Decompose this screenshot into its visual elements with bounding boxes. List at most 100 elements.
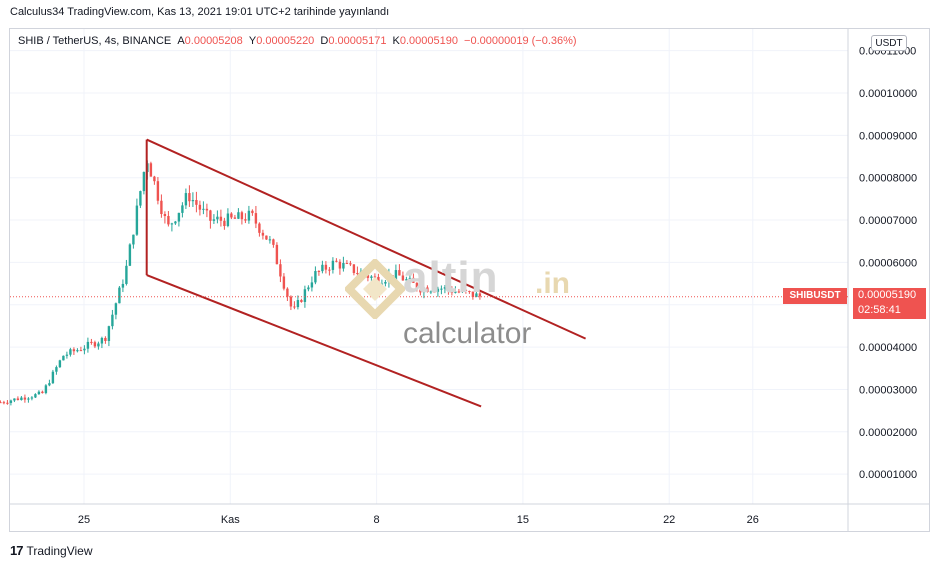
price-tick-label: 0.00003000 <box>859 384 917 396</box>
candle-body <box>373 276 377 278</box>
candle-body <box>212 219 216 221</box>
candle-body <box>268 239 272 241</box>
candle-body <box>398 270 401 276</box>
candle-body <box>265 235 268 240</box>
candle-body <box>461 289 464 292</box>
candle-body <box>44 385 48 394</box>
candle-body <box>104 337 107 341</box>
candle-body <box>16 398 20 401</box>
currency-badge[interactable]: USDT <box>871 35 907 51</box>
candle-body <box>121 283 125 288</box>
candle-body <box>163 214 167 217</box>
candle-body <box>377 276 380 285</box>
low-value: 0.00005171 <box>328 35 387 47</box>
candle-body <box>230 213 233 218</box>
candle-body <box>321 264 324 272</box>
candle-body <box>170 223 174 225</box>
candle-body <box>366 274 370 278</box>
candle-body <box>153 176 156 182</box>
candle-body <box>107 326 111 341</box>
candle-body <box>223 220 226 227</box>
candle-body <box>422 287 426 293</box>
price-tick-label: 0.00006000 <box>859 257 917 269</box>
candle-body <box>415 282 419 290</box>
candle-body <box>20 397 23 401</box>
candle-body <box>184 193 188 206</box>
candle-body <box>30 397 34 399</box>
candle-body <box>282 276 286 289</box>
candle-body <box>198 204 202 210</box>
candle-body <box>216 216 219 220</box>
candle-body <box>447 287 450 291</box>
candle-body <box>90 341 93 343</box>
time-tick-label: 25 <box>78 514 90 526</box>
price-tick-label: 0.00004000 <box>859 342 917 354</box>
candle-body <box>97 343 100 347</box>
candle-body <box>405 279 408 281</box>
footer-brand[interactable]: TradingView <box>26 543 93 558</box>
channel-upper-line <box>146 138 587 340</box>
footer: 17 TradingView <box>10 543 93 558</box>
candle-body <box>401 275 405 281</box>
candle-body <box>191 200 195 202</box>
close-label: K <box>392 35 400 47</box>
candle-body <box>114 303 118 315</box>
candle-body <box>76 350 79 352</box>
candle-body <box>300 300 303 302</box>
candle-body <box>349 263 352 265</box>
candle-body <box>412 277 415 283</box>
candle-body <box>293 306 296 308</box>
open-value: 0.00005208 <box>184 35 243 47</box>
candle-body <box>289 296 293 307</box>
last-price-tag: 0.00005190 02:58:41 <box>853 288 926 319</box>
candle-body <box>443 287 447 289</box>
chart-frame <box>9 28 930 532</box>
candle-body <box>132 234 135 245</box>
symbol-tag: SHIBUSDT <box>783 288 847 304</box>
candle-body <box>331 260 335 270</box>
tradingview-logo-icon[interactable]: 17 <box>10 543 24 558</box>
candle-body <box>195 200 198 205</box>
candle-body <box>471 291 475 298</box>
candle-body <box>86 341 90 349</box>
candle-body <box>93 342 97 347</box>
candle-body <box>296 300 300 308</box>
candle-body <box>135 205 139 235</box>
candle-body <box>251 210 254 214</box>
candle-body <box>9 400 13 403</box>
candle-body <box>205 208 209 211</box>
candle-body <box>41 391 44 394</box>
candle-body <box>13 398 16 401</box>
candle-body <box>167 216 170 225</box>
candle-body <box>254 213 258 224</box>
candle-body <box>233 217 237 219</box>
time-tick-label: Kas <box>221 514 240 526</box>
candle-body <box>65 354 69 356</box>
candle-body <box>247 210 251 221</box>
published-info: Calculus34 TradingView.com, Kas 13, 2021… <box>10 6 390 18</box>
high-value: 0.00005220 <box>256 35 315 47</box>
open-label: A <box>177 35 185 47</box>
candle-body <box>408 277 412 280</box>
candle-body <box>450 290 454 293</box>
candle-body <box>475 293 478 298</box>
candle-body <box>100 337 104 344</box>
last-price-value: 0.00005190 <box>858 289 917 301</box>
candle-body <box>202 208 205 210</box>
price-tick-label: 0.00002000 <box>859 427 917 439</box>
candle-body <box>219 216 223 221</box>
candle-body <box>324 264 328 270</box>
high-label: Y <box>248 35 257 47</box>
candle-body <box>457 291 461 293</box>
candle-body <box>51 371 55 384</box>
candle-body <box>244 219 247 221</box>
symbol-title[interactable]: SHIB / TetherUS, 4s, BINANCE <box>18 35 172 47</box>
candle-body <box>338 261 342 269</box>
candle-body <box>433 291 436 293</box>
price-tick-label: 0.00008000 <box>859 173 917 185</box>
candle-body <box>272 239 275 245</box>
candle-body <box>58 360 62 368</box>
time-tick-label: 26 <box>747 514 759 526</box>
candle-body <box>237 212 240 219</box>
